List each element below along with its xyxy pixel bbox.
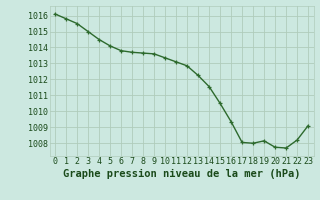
X-axis label: Graphe pression niveau de la mer (hPa): Graphe pression niveau de la mer (hPa) — [63, 169, 300, 179]
